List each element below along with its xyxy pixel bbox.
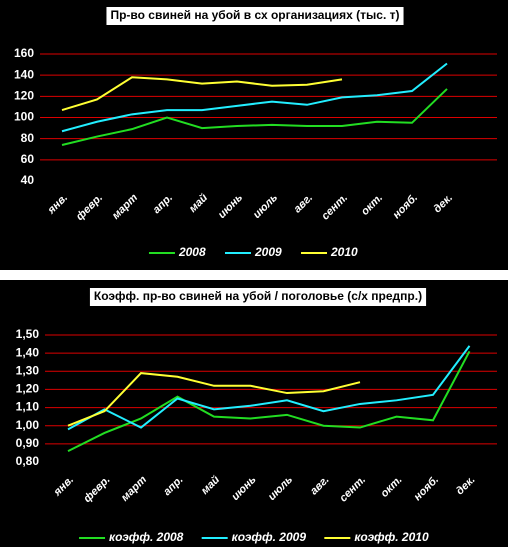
y-tick-label: 140 xyxy=(14,67,34,81)
y-tick-label: 1,10 xyxy=(16,400,40,414)
y-tick-label: 100 xyxy=(14,110,34,124)
y-tick-label: 1,00 xyxy=(16,418,40,432)
y-tick-label: 0,90 xyxy=(16,436,40,450)
chart-title: Коэфф. пр-во свиней на убой / поголовье … xyxy=(94,289,422,303)
y-tick-label: 160 xyxy=(14,46,34,60)
title-box xyxy=(89,288,427,306)
chart-background xyxy=(0,280,508,547)
y-tick-label: 1,20 xyxy=(16,382,40,396)
title-box xyxy=(106,7,404,25)
legend-label: коэфф. 2008 xyxy=(109,530,184,544)
y-tick-label: 1,40 xyxy=(16,345,40,359)
line-series xyxy=(61,88,448,146)
line-series xyxy=(61,76,343,112)
legend-label: 2008 xyxy=(178,245,206,259)
chart-title: Пр-во свиней на убой в сх организациях (… xyxy=(110,8,399,22)
y-tick-label: 1,30 xyxy=(16,363,40,377)
legend-label: коэфф. 2009 xyxy=(232,530,307,544)
y-tick-label: 40 xyxy=(21,173,35,187)
legend-label: коэфф. 2010 xyxy=(354,530,429,544)
line-series xyxy=(61,62,448,133)
y-tick-label: 60 xyxy=(21,152,35,166)
y-tick-label: 80 xyxy=(21,131,35,145)
line-series xyxy=(67,372,361,427)
y-tick-label: 0,80 xyxy=(16,454,40,468)
y-tick-label: 1,50 xyxy=(16,327,40,341)
line-series xyxy=(67,350,471,453)
y-tick-label: 120 xyxy=(14,89,34,103)
chart-background xyxy=(0,0,508,270)
line-series xyxy=(67,345,471,431)
legend-label: 2010 xyxy=(330,245,358,259)
legend-label: 2009 xyxy=(254,245,282,259)
